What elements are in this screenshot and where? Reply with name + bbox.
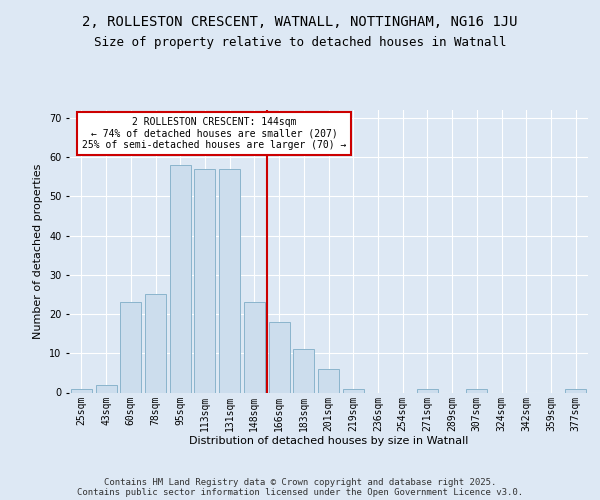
Bar [145,294,166,392]
Bar [417,388,438,392]
Bar [71,388,92,392]
Y-axis label: Number of detached properties: Number of detached properties [34,164,43,339]
X-axis label: Distribution of detached houses by size in Watnall: Distribution of detached houses by size … [189,436,468,446]
Text: Contains HM Land Registry data © Crown copyright and database right 2025.
Contai: Contains HM Land Registry data © Crown c… [77,478,523,497]
Text: 2, ROLLESTON CRESCENT, WATNALL, NOTTINGHAM, NG16 1JU: 2, ROLLESTON CRESCENT, WATNALL, NOTTINGH… [82,16,518,30]
Text: Size of property relative to detached houses in Watnall: Size of property relative to detached ho… [94,36,506,49]
Bar [565,388,586,392]
Bar [219,169,240,392]
Bar [293,350,314,393]
Bar [269,322,290,392]
Bar [318,369,339,392]
Bar [194,169,215,392]
Bar [95,384,116,392]
Bar [244,302,265,392]
Bar [170,165,191,392]
Text: 2 ROLLESTON CRESCENT: 144sqm
← 74% of detached houses are smaller (207)
25% of s: 2 ROLLESTON CRESCENT: 144sqm ← 74% of de… [82,117,347,150]
Bar [466,388,487,392]
Bar [120,302,141,392]
Bar [343,388,364,392]
